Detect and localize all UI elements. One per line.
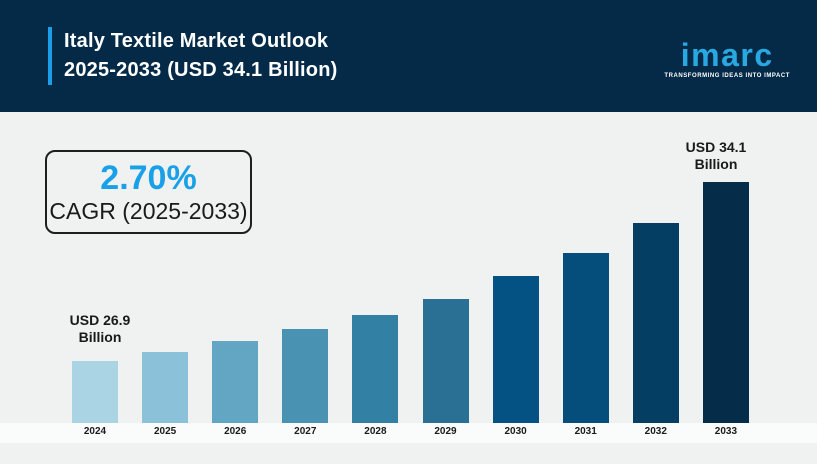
bar-2031 [562,253,609,423]
page-title: Italy Textile Market Outlook 2025-2033 (… [64,27,338,85]
bar-2026 [212,341,259,423]
value-label-2024: USD 26.9 Billion [40,312,160,346]
bar-2032 [632,223,679,423]
value-label-2033-line1: USD 34.1 [685,139,747,155]
x-axis-label-2024: 2024 [83,426,107,437]
value-label-2024-line1: USD 26.9 [69,312,131,328]
x-axis-label-2029: 2029 [434,426,457,437]
x-axis-label-2032: 2032 [644,426,667,437]
header: Italy Textile Market Outlook 2025-2033 (… [0,0,817,112]
cagr-label: CAGR (2025-2033) [49,198,248,224]
title-accent-bar [48,27,52,85]
value-label-2033-line2: Billion [694,156,738,172]
imarc-logo-wordmark: imarc [680,36,774,73]
bar-2028 [352,315,399,423]
x-axis-label-2026: 2026 [224,426,247,437]
page-title-line1: Italy Textile Market Outlook [64,30,329,52]
x-axis-label-2028: 2028 [364,426,387,437]
value-label-2033: USD 34.1 Billion [656,139,776,173]
x-axis-label-2027: 2027 [294,426,317,437]
x-axis-label-2030: 2030 [504,426,527,437]
bar-2030 [492,276,539,423]
title-block: Italy Textile Market Outlook 2025-2033 (… [48,27,338,85]
cagr-value: 2.70% [100,159,197,197]
bar-2025 [142,352,189,423]
x-axis-label-2033: 2033 [714,426,738,437]
bar-2024 [72,361,118,423]
bar-2029 [422,299,469,423]
x-axis-label-2031: 2031 [574,426,597,437]
x-axis-strip [0,423,817,443]
bar-2033 [702,182,749,423]
cagr-box: 2.70% CAGR (2025-2033) [45,150,252,234]
value-label-2024-line2: Billion [78,329,122,345]
bar-2027 [282,329,329,423]
imarc-logo-tagline: TRANSFORMING IDEAS INTO IMPACT [664,72,790,79]
imarc-logo: imarc TRANSFORMING IDEAS INTO IMPACT [664,38,790,79]
x-axis-label-2025: 2025 [153,426,177,437]
page-title-line2: 2025-2033 (USD 34.1 Billion) [64,59,338,81]
